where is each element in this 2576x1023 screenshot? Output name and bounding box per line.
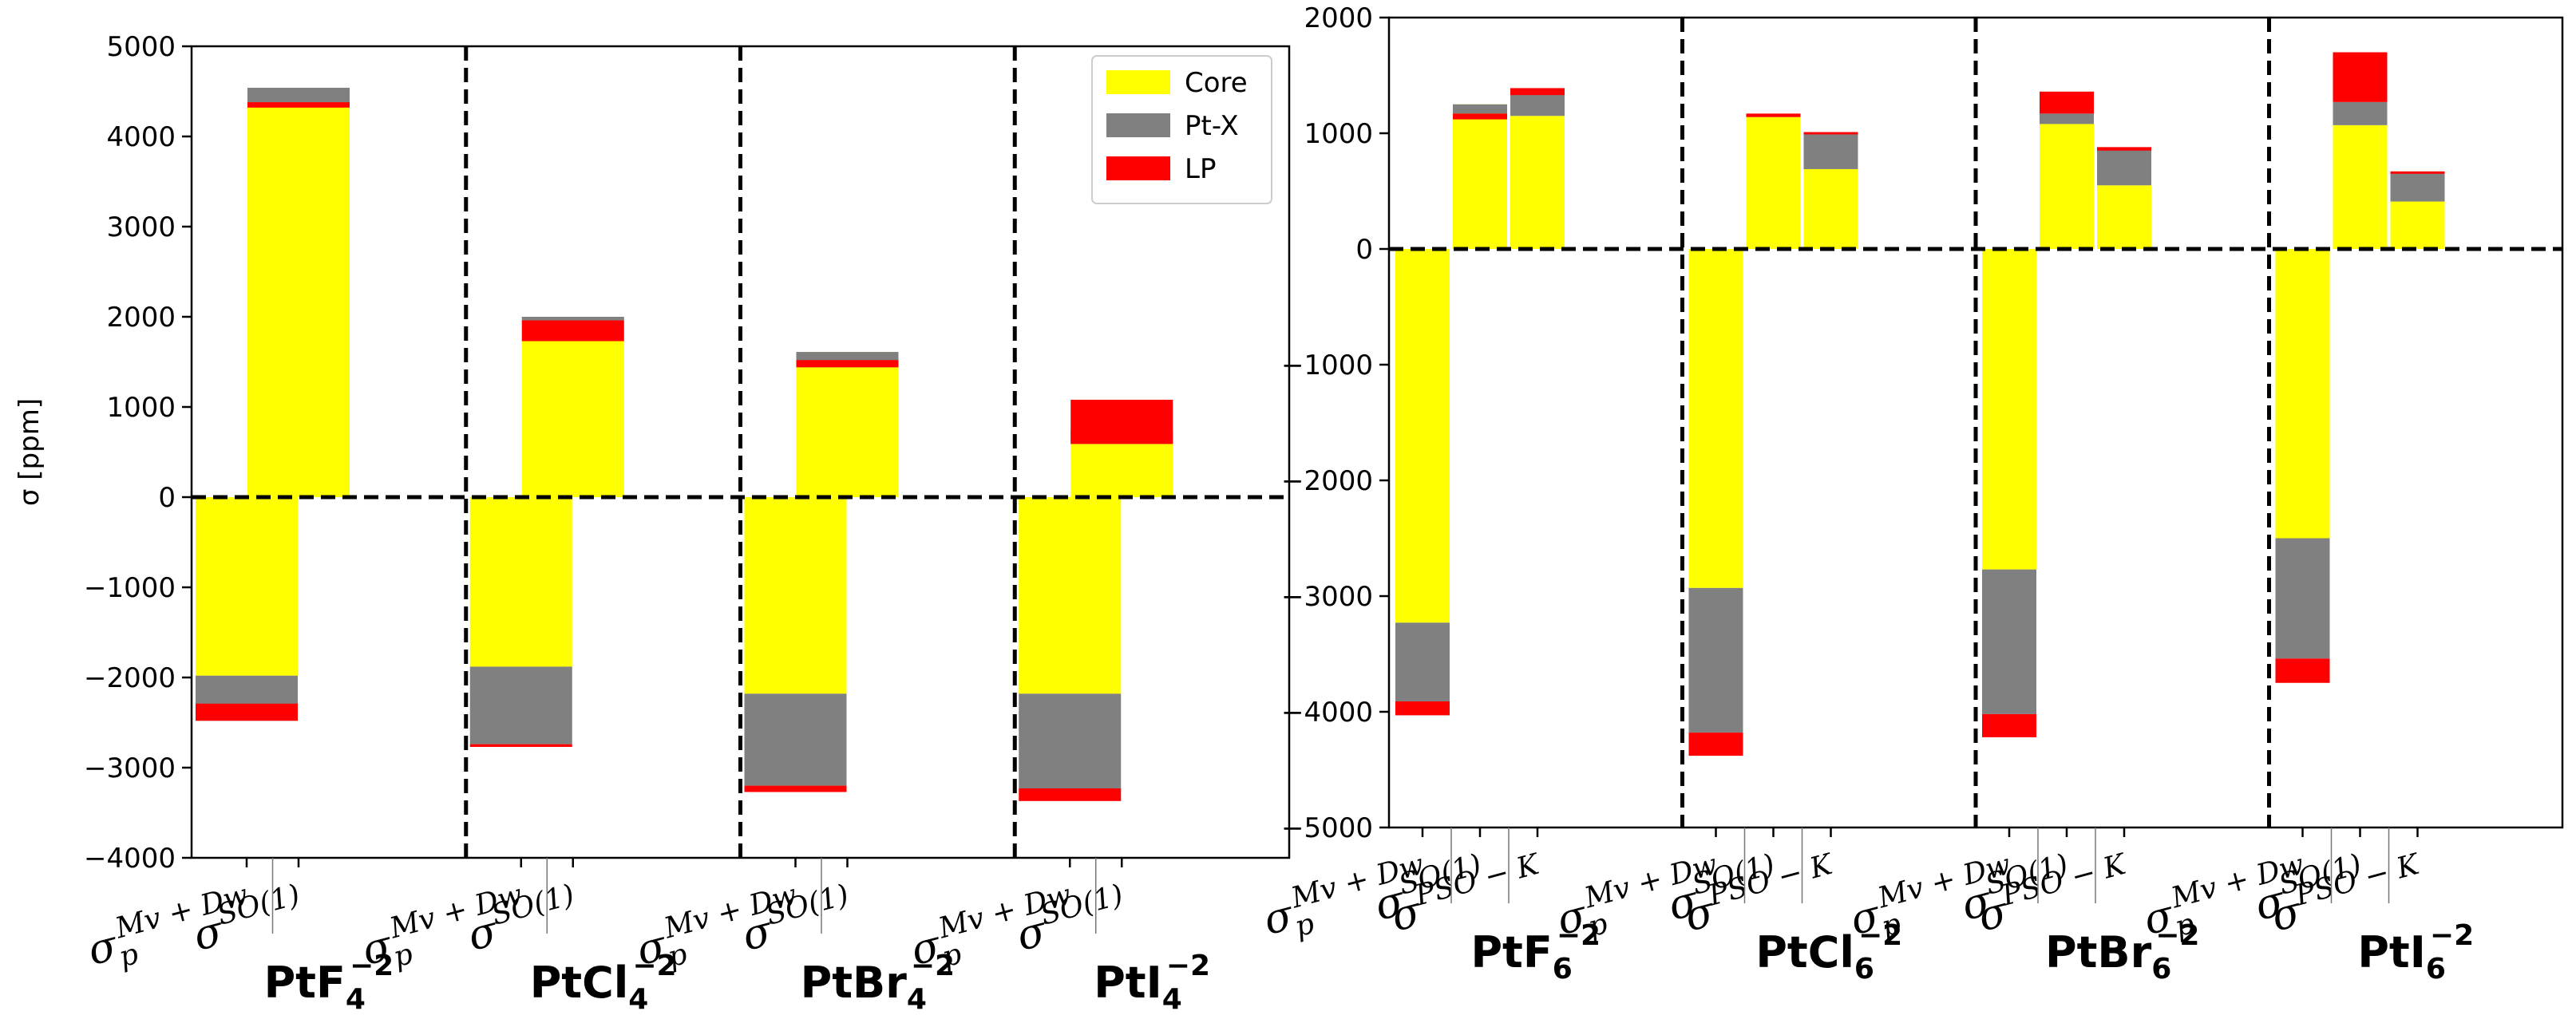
x-tick-label: σpMv + Dw	[630, 879, 808, 982]
bar-lp-g0-s0	[1395, 701, 1450, 716]
bar-lp-g2-s1	[2040, 91, 2094, 114]
group-label: PtCl4−2	[530, 950, 677, 1016]
bar-lp-g1-s2	[1803, 132, 1858, 135]
bar-core-g0-s2	[1510, 116, 1565, 249]
y-tick-label: −1000	[84, 572, 176, 604]
legend-label: Pt-X	[1185, 110, 1239, 142]
bar-core-g1-s2	[1803, 168, 1858, 249]
legend: Core Pt-X LP	[1091, 55, 1272, 204]
y-tick-label: 5000	[106, 31, 176, 63]
bar-lp-g1-s0	[1688, 733, 1743, 756]
y-tick-label: 0	[1355, 234, 1373, 266]
bar-lp-g0-s1	[1453, 113, 1507, 120]
bar-lp-g3-s0	[1019, 788, 1122, 801]
bar-core-g2-s1	[796, 352, 899, 497]
group-label: PtBr4−2	[801, 950, 955, 1016]
bar-ptx-g1-s1	[521, 317, 624, 321]
bar-core-g2-s1	[2040, 124, 2094, 249]
bar-core-g2-s2	[2097, 185, 2151, 249]
bar-core-g1-s1	[1746, 117, 1801, 249]
bar-lp-g0-s0	[196, 703, 298, 721]
bar-ptx-g0-s1	[247, 87, 350, 103]
group-label: PtF6−2	[1470, 919, 1601, 985]
bar-core-g1-s1	[521, 317, 624, 497]
bar-ptx-g0-s0	[1395, 622, 1450, 716]
bar-ptx-g2-s1	[2040, 113, 2094, 124]
bar-core-g2-s0	[744, 497, 847, 694]
bar-lp-g2-s0	[1982, 713, 2036, 737]
bar-lp-g2-s1	[796, 360, 899, 368]
bar-lp-g2-s2	[2097, 147, 2151, 151]
bar-core-g3-s0	[2275, 249, 2330, 539]
bar-ptx-g1-s0	[1688, 587, 1743, 733]
legend-label: LP	[1185, 153, 1216, 185]
group-label: PtCl6−2	[1755, 919, 1902, 985]
bar-core-g0-s1	[1453, 104, 1507, 249]
y-tick-label: 1000	[1304, 118, 1373, 150]
y-tick-label: 2000	[1304, 2, 1373, 34]
y-tick-label: −5000	[1281, 812, 1373, 844]
bar-lp-g1-s0	[469, 744, 572, 748]
bar-ptx-g2-s0	[1982, 569, 2036, 714]
bar-core-g2-s0	[1982, 249, 2036, 570]
bar-lp-g1-s1	[521, 320, 624, 342]
y-tick-label: −1000	[1281, 350, 1373, 381]
y-tick-label: −3000	[84, 752, 176, 784]
bar-lp-g3-s1	[1070, 399, 1173, 444]
bar-ptx-g3-s0	[2275, 538, 2330, 659]
plot-frame	[190, 45, 1291, 859]
chart-1: −4000 −3000 −2000 −1000 0 1000 2000 3000 4000 500…	[14, 31, 1291, 1016]
group-label: PtBr6−2	[2045, 919, 2199, 985]
bar-core-g3-s0	[1019, 497, 1122, 694]
y-tick-label: 3000	[106, 211, 176, 243]
bar-ptx-g3-s2	[2390, 171, 2445, 202]
plot-frame	[1387, 16, 2564, 829]
bar-ptx-g2-s0	[744, 693, 847, 786]
y-axis-label: σ [ppm]	[14, 398, 46, 506]
y-tick-label: −2000	[84, 662, 176, 694]
legend-label: Core	[1185, 67, 1248, 99]
group-label: PtI6−2	[2357, 919, 2474, 985]
bar-ptx-g3-s1	[2333, 101, 2388, 125]
y-tick-label: −2000	[1281, 465, 1373, 497]
bar-lp-g0-s1	[247, 102, 350, 108]
bar-ptx-g1-s0	[469, 666, 572, 745]
bar-core-g3-s2	[2390, 201, 2445, 249]
y-tick-label: 0	[158, 482, 176, 514]
bar-lp-g3-s1	[2333, 52, 2388, 102]
bar-ptx-g1-s2	[1803, 132, 1858, 169]
legend-swatch-core	[1106, 70, 1170, 94]
y-tick-label: −4000	[84, 843, 176, 875]
bar-core-g1-s0	[469, 497, 572, 667]
bar-ptx-g3-s0	[1019, 693, 1122, 788]
x-tick-label: σpMv + Dw	[355, 879, 533, 982]
group-label: PtF4−2	[264, 950, 394, 1016]
x-tick-label: σpMv + Dw	[81, 879, 259, 982]
legend-swatch-lp	[1106, 156, 1170, 180]
y-tick-label: −4000	[1281, 697, 1373, 729]
bar-lp-g3-s2	[2390, 171, 2445, 174]
bar-lp-g1-s1	[1746, 113, 1801, 117]
y-tick-label: 2000	[106, 302, 176, 334]
y-tick-label: −3000	[1281, 581, 1373, 613]
bar-core-g0-s0	[1395, 249, 1450, 623]
y-tick-label: 1000	[106, 392, 176, 424]
bar-lp-g2-s0	[744, 785, 847, 792]
x-tick-label: σpMv + Dw	[904, 879, 1082, 982]
bar-ptx-g2-s2	[2097, 147, 2151, 186]
bar-ptx-g0-s1	[1453, 104, 1507, 114]
bar-core-g3-s1	[2333, 124, 2388, 249]
bar-lp-g3-s0	[2275, 658, 2330, 683]
bar-lp-g0-s2	[1510, 88, 1565, 96]
group-label: PtI4−2	[1094, 950, 1210, 1016]
bar-core-g0-s1	[247, 87, 350, 498]
bar-core-g1-s0	[1688, 249, 1743, 588]
bar-core-g0-s0	[196, 497, 298, 676]
y-tick-label: 4000	[106, 121, 176, 153]
legend-swatch-ptx	[1106, 113, 1170, 137]
